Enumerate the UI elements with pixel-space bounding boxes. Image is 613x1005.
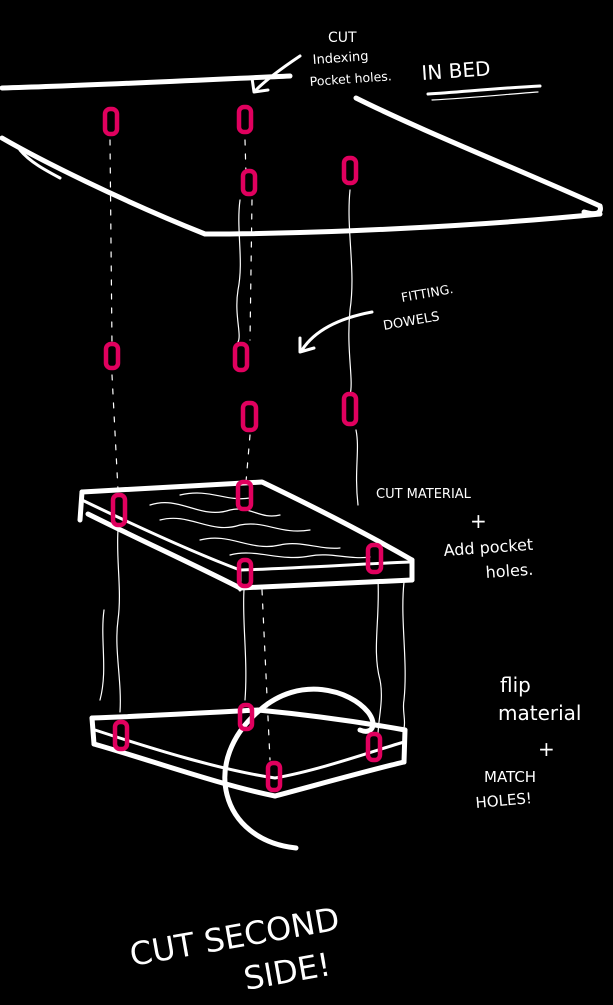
pocket-hole-marker	[110, 492, 128, 528]
pocket-hole-marker	[365, 731, 383, 763]
annotation-flip-material: flip material + MATCH HOLES!	[475, 673, 582, 812]
pocket-hole-marker	[236, 557, 254, 589]
annotation-cut-second-side: CUT SECOND SIDE!	[127, 900, 343, 998]
label-cut-material: CUT MATERIAL	[376, 487, 472, 502]
label-plus-1: +	[470, 509, 487, 533]
pocket-hole-marker	[341, 391, 359, 427]
pocket-hole-marker	[232, 341, 250, 373]
pocket-hole-marker	[240, 168, 258, 197]
material-plate-upper	[77, 479, 415, 592]
pocket-hole-marker	[112, 719, 130, 752]
label-match: MATCH	[484, 768, 536, 786]
pocket-hole-marker	[341, 155, 359, 186]
annotation-fitting-dowels: FITTING. DOWELS	[298, 281, 454, 354]
arrow-to-dowels	[300, 310, 374, 352]
arrow-to-bed	[254, 54, 302, 92]
label-pocket-holes: Pocket holes.	[309, 68, 392, 89]
label-fitting: FITTING.	[400, 281, 454, 305]
label-add-pocket: Add pocket	[443, 535, 534, 560]
arrow-head	[298, 336, 316, 354]
label-cut: CUT	[328, 30, 357, 46]
alignment-guides	[99, 139, 406, 761]
label-holes: holes.	[485, 560, 534, 582]
label-plus-2: +	[538, 737, 555, 761]
label-indexing: Indexing	[312, 49, 369, 68]
label-holes-exclaim: HOLES!	[475, 789, 533, 812]
flip-arrow-arc	[222, 686, 376, 851]
label-flip: flip	[500, 673, 531, 697]
pocket-hole-marker	[235, 479, 254, 512]
label-dowels: DOWELS	[382, 309, 441, 334]
in-bed-underline	[426, 84, 542, 96]
in-bed-underline-2	[431, 91, 539, 101]
annotation-in-bed: IN BED	[421, 56, 542, 101]
pocket-holes	[102, 104, 384, 793]
annotation-cut-material: CUT MATERIAL + Add pocket holes.	[376, 487, 534, 582]
pocket-hole-marker	[237, 702, 255, 732]
label-side: SIDE!	[241, 945, 334, 998]
pocket-hole-marker	[240, 400, 259, 433]
arrow-head	[250, 76, 270, 94]
pocket-hole-marker	[236, 104, 254, 135]
cnc-bed	[0, 73, 603, 237]
pocket-hole-marker	[365, 542, 384, 575]
annotation-cut-indexing: CUT Indexing Pocket holes.	[250, 30, 392, 94]
pocket-hole-marker	[103, 341, 121, 371]
pocket-hole-marker	[102, 106, 120, 137]
pocket-hole-marker	[265, 760, 283, 793]
label-in-bed: IN BED	[421, 56, 491, 85]
label-material: material	[498, 701, 581, 725]
